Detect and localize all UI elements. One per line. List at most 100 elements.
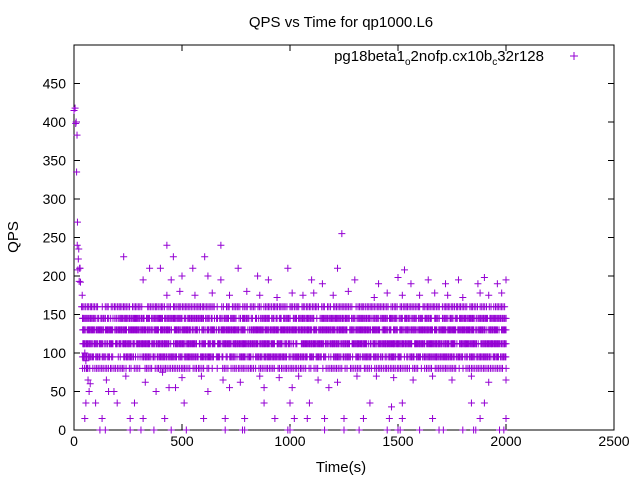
data-point (152, 388, 160, 395)
data-point (150, 426, 158, 434)
data-point (459, 294, 467, 302)
data-point (318, 280, 326, 288)
data-point (407, 280, 415, 288)
data-point (502, 314, 510, 322)
data-point (338, 230, 346, 238)
data-point (383, 426, 391, 434)
data-point (163, 291, 171, 299)
data-point (295, 372, 303, 380)
data-point (243, 287, 251, 295)
x-axis-ticks: 0 500 1000 1500 2000 2500 (70, 45, 630, 449)
data-point (236, 378, 244, 386)
y-tick-label: 50 (50, 384, 66, 400)
data-point (178, 374, 186, 382)
data-point (120, 253, 128, 261)
data-point (340, 426, 348, 434)
data-point (431, 289, 439, 297)
data-point (493, 280, 501, 288)
data-point (467, 399, 475, 407)
legend-series-marker (570, 52, 578, 60)
data-point (299, 291, 307, 299)
data-point (204, 272, 212, 280)
data-point (448, 376, 456, 384)
data-point (226, 291, 234, 299)
x-tick-label: 2500 (598, 433, 629, 449)
y-tick-label: 100 (43, 345, 67, 361)
data-point (73, 168, 81, 176)
data-point (271, 414, 279, 422)
data-point (502, 276, 510, 284)
data-point (429, 372, 437, 380)
data-point (86, 380, 94, 388)
data-point (340, 414, 348, 422)
data-point (429, 414, 437, 422)
data-point (398, 399, 406, 407)
data-point (264, 276, 272, 284)
data-point (226, 384, 234, 392)
data-point (101, 426, 109, 434)
data-point (286, 426, 294, 434)
data-point (102, 376, 110, 384)
data-point (165, 384, 173, 392)
data-point (454, 276, 462, 284)
data-point (72, 118, 80, 126)
data-point (314, 376, 322, 384)
data-point (98, 414, 106, 422)
data-point (459, 426, 467, 434)
data-point (385, 414, 393, 422)
data-point (273, 294, 281, 302)
data-point (82, 399, 90, 407)
data-point (370, 294, 378, 302)
data-point (416, 426, 424, 434)
data-point (217, 276, 225, 284)
plot-frame (73, 44, 615, 431)
data-point (398, 414, 406, 422)
y-tick-label: 450 (43, 76, 67, 92)
data-point (167, 276, 175, 284)
data-point (204, 388, 212, 395)
data-point (156, 264, 164, 272)
data-point (305, 399, 313, 407)
data-point (73, 131, 81, 139)
plot-frame-border (73, 44, 615, 431)
data-point (501, 303, 509, 311)
x-tick-label: 1500 (382, 433, 413, 449)
y-tick-label: 300 (43, 191, 67, 207)
legend-series-label: pg18beta1o2nofp.cx10bc32r128 (334, 48, 544, 68)
x-tick-label: 0 (70, 433, 78, 449)
data-point (137, 426, 145, 434)
data-point (73, 241, 81, 249)
data-point (146, 264, 154, 272)
data-point (498, 289, 506, 297)
data-point (189, 264, 197, 272)
data-point (351, 276, 359, 284)
data-point (502, 364, 510, 372)
x-tick-label: 1000 (274, 433, 305, 449)
data-point (85, 388, 93, 395)
data-point (176, 287, 184, 295)
y-axis-title: QPS (5, 221, 22, 253)
data-point (310, 289, 318, 297)
data-point (288, 384, 296, 392)
data-point (76, 264, 84, 272)
data-point (260, 384, 268, 392)
data-point (191, 291, 199, 299)
data-point (480, 399, 488, 407)
data-point (84, 376, 92, 384)
data-point (390, 374, 398, 382)
data-point (221, 414, 229, 422)
data-point (502, 414, 510, 422)
data-point (424, 276, 432, 284)
data-point (78, 291, 86, 299)
data-point (308, 276, 316, 284)
data-point (284, 264, 292, 272)
data-point (113, 399, 121, 407)
data-point (476, 414, 484, 422)
data-point (219, 376, 227, 384)
data-point (260, 399, 268, 407)
data-point (502, 326, 510, 334)
data-point (375, 280, 383, 288)
data-point (502, 353, 510, 361)
data-point (334, 378, 342, 386)
data-point (388, 403, 396, 411)
